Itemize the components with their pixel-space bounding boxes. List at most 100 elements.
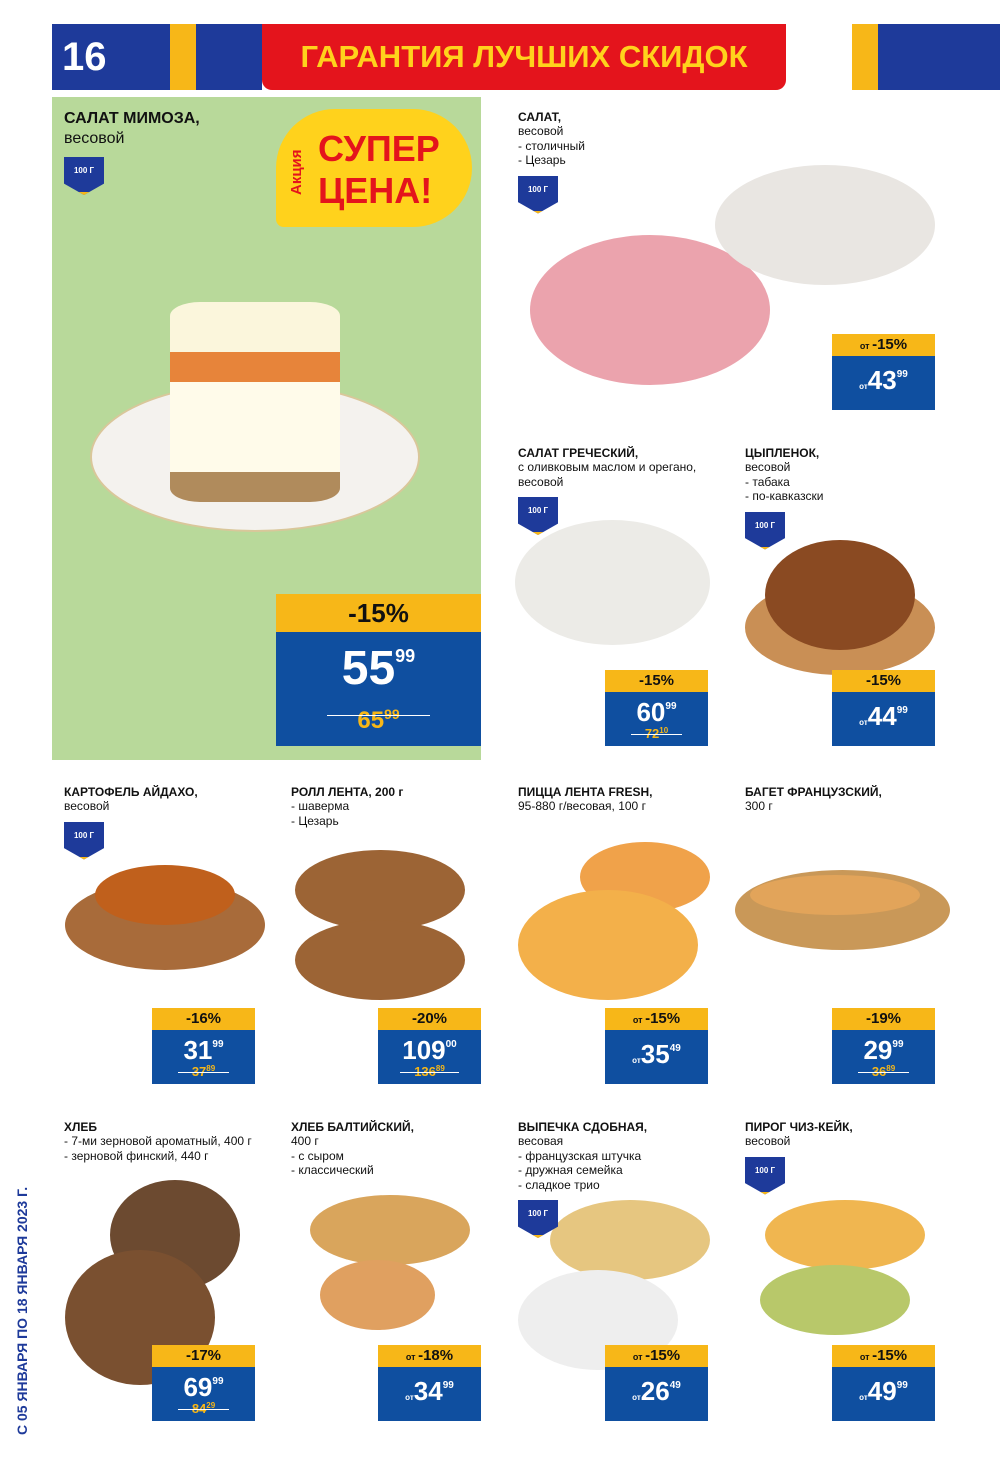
- price-main: 69: [183, 1371, 213, 1402]
- product-card[interactable]: ХЛЕБ БАЛТИЙСКИЙ, 400 г- с сыром - классиче…: [291, 1120, 513, 1178]
- product-title: САЛАТ ГРЕЧЕСКИЙ,: [518, 446, 639, 460]
- old-cents: 29: [206, 1400, 216, 1410]
- price-box: -19% 2999 3689: [832, 1008, 935, 1084]
- discount-value: -20%: [411, 1010, 448, 1027]
- weight-tag: 100 Г: [745, 511, 785, 550]
- price-box: от -15% от4999: [832, 1345, 935, 1421]
- product-desc-line: - табака: [745, 474, 790, 489]
- discount-label: от -15%: [605, 1008, 708, 1030]
- validity-dates: С 05 ЯНВАРЯ ПО 18 ЯНВАРЯ 2023 Г.: [14, 1186, 30, 1435]
- old-main: 36: [871, 1063, 887, 1079]
- product-card[interactable]: САЛАТ ГРЕЧЕСКИЙ, с оливковым маслом и оре…: [518, 446, 740, 535]
- product-title: ЦЫПЛЕНОК,: [745, 446, 820, 460]
- price-body: от4499: [832, 692, 935, 746]
- discount-label: от -15%: [832, 1345, 935, 1367]
- product-image: [518, 890, 698, 1000]
- old-price: 13689: [400, 1064, 459, 1079]
- price-main: 34: [413, 1375, 443, 1406]
- from-label: от: [632, 1352, 646, 1362]
- price-body: 10900 13689: [378, 1030, 481, 1084]
- product-card[interactable]: ЦЫПЛЕНОК, весовой - табака - по-кавказски 10…: [745, 446, 967, 550]
- price: 3199: [183, 1036, 223, 1064]
- price-cents: 99: [892, 1038, 904, 1050]
- product-card[interactable]: БАГЕТ ФРАНЦУЗСКИЙ, 300 г: [745, 785, 967, 814]
- product-desc-line: - дружная семейка: [518, 1163, 623, 1177]
- product-desc-line: - столичный: [518, 138, 586, 153]
- old-main: 136: [414, 1063, 436, 1079]
- product-card[interactable]: ПИЦЦА ЛЕНТА FRESH, 95-880 г/весовая, 100 …: [518, 785, 740, 814]
- price-box: -15% от4499: [832, 670, 935, 746]
- price-box: от -15% от2649: [605, 1345, 708, 1421]
- discount-value: -15%: [865, 672, 902, 689]
- discount-label: -15%: [605, 670, 708, 692]
- product-title: КАРТОФЕЛЬ АЙДАХО,: [64, 785, 198, 799]
- old-price: 7210: [630, 725, 683, 741]
- from-label: от: [859, 341, 873, 351]
- from-label: от: [405, 1352, 419, 1362]
- old-price: 8429: [177, 1400, 230, 1416]
- product-desc-line: весовой: [745, 1134, 791, 1148]
- price: от3549: [632, 1040, 681, 1075]
- promo-big-1: СУПЕР: [318, 128, 440, 169]
- price: от3499: [405, 1377, 454, 1412]
- product-title: ПИЦЦА ЛЕНТА FRESH,: [518, 785, 653, 799]
- price-cents: 49: [669, 1042, 681, 1054]
- product-card[interactable]: ХЛЕБ - 7-ми зерновой ароматный, 400 г- зе…: [64, 1120, 286, 1163]
- price-body: 6099 7210: [605, 692, 708, 746]
- weight-tag: 100 Г: [745, 1156, 785, 1195]
- price-body: от2649: [605, 1367, 708, 1421]
- product-desc-line: весовой: [518, 124, 564, 138]
- discount-value: -17%: [185, 1347, 222, 1364]
- price-body: от3499: [378, 1367, 481, 1421]
- price-box: -17% 6999 8429: [152, 1345, 255, 1421]
- from-label: от: [859, 1392, 868, 1402]
- product-desc-line: весовой: [64, 799, 110, 813]
- price-cents: 00: [445, 1038, 457, 1050]
- price: 6999: [183, 1373, 223, 1401]
- product-card[interactable]: РОЛЛ ЛЕНТА, 200 г- шаверма - Цезарь: [291, 785, 513, 828]
- price-body: от4399: [832, 356, 935, 410]
- from-label: от: [859, 717, 868, 727]
- product-image: [320, 1260, 435, 1330]
- product-card[interactable]: САЛАТ, весовой - столичный - Цезарь 100 Г: [518, 110, 740, 214]
- product-title: ХЛЕБ: [64, 1120, 98, 1134]
- discount-label: -17%: [152, 1345, 255, 1367]
- discount-value: -19%: [865, 1010, 902, 1027]
- product-card[interactable]: ВЫПЕЧКА СДОБНАЯ, весовая - французская шту…: [518, 1120, 740, 1238]
- product-desc-line: - Цезарь: [291, 813, 339, 828]
- price-main: 109: [402, 1034, 446, 1065]
- discount-value: -15%: [645, 1010, 681, 1027]
- price-cents: 99: [212, 1375, 224, 1387]
- discount-label: -16%: [152, 1008, 255, 1030]
- from-label: от: [859, 1352, 873, 1362]
- product-title: ПИРОГ ЧИЗ-КЕЙК,: [745, 1120, 853, 1134]
- price-main: 60: [636, 696, 666, 727]
- old-price: 3689: [857, 1063, 910, 1079]
- weight-tag: 100 Г: [64, 821, 104, 860]
- product-image: [550, 1200, 710, 1280]
- price-cents: 49: [669, 1379, 681, 1391]
- product-card[interactable]: ПИРОГ ЧИЗ-КЕЙК, весовой 100 Г: [745, 1120, 967, 1195]
- price-main: 29: [863, 1034, 893, 1065]
- price-cents: 99: [896, 368, 908, 380]
- product-title: ВЫПЕЧКА СДОБНАЯ,: [518, 1120, 648, 1134]
- weight-tag: 100 Г: [64, 157, 104, 195]
- price-body: от4999: [832, 1367, 935, 1421]
- product-image: [715, 165, 935, 285]
- price-main: 26: [640, 1375, 670, 1406]
- price-cents: 99: [665, 700, 677, 712]
- price: от4999: [859, 1377, 908, 1412]
- from-label: от: [632, 1015, 646, 1025]
- product-desc-line: 300 г: [745, 799, 773, 813]
- price-main: 35: [640, 1038, 670, 1069]
- discount-label: от -18%: [378, 1345, 481, 1367]
- old-cents: 10: [659, 725, 669, 735]
- product-image: [295, 920, 465, 1000]
- price-main: 49: [867, 1375, 897, 1406]
- weight-tag: 100 Г: [518, 175, 558, 214]
- product-card[interactable]: КАРТОФЕЛЬ АЙДАХО, весовой 100 Г: [64, 785, 286, 860]
- price: 2999: [863, 1036, 903, 1064]
- discount-value: -15%: [638, 672, 675, 689]
- old-cents: 89: [206, 1063, 216, 1073]
- header-bar: [0, 24, 1000, 90]
